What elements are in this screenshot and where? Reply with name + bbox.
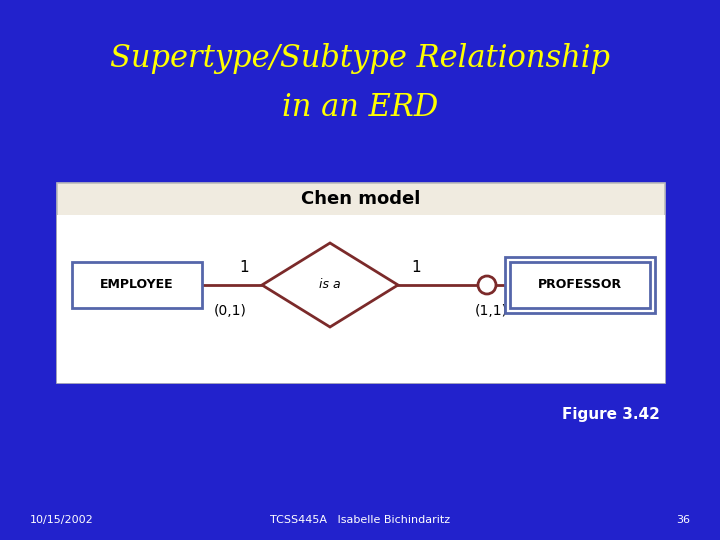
FancyBboxPatch shape [510, 262, 650, 308]
Text: 1: 1 [411, 260, 420, 274]
FancyBboxPatch shape [57, 215, 665, 383]
FancyBboxPatch shape [505, 257, 655, 313]
Text: 36: 36 [676, 515, 690, 525]
Text: PROFESSOR: PROFESSOR [538, 279, 622, 292]
Circle shape [478, 276, 496, 294]
Text: Chen model: Chen model [301, 190, 420, 208]
Text: (1,1): (1,1) [474, 304, 508, 318]
Text: Figure 3.42: Figure 3.42 [562, 408, 660, 422]
Text: 10/15/2002: 10/15/2002 [30, 515, 94, 525]
FancyBboxPatch shape [57, 183, 665, 383]
Text: (0,1): (0,1) [214, 304, 246, 318]
Text: 1: 1 [239, 260, 249, 274]
Polygon shape [262, 243, 398, 327]
Text: EMPLOYEE: EMPLOYEE [100, 279, 174, 292]
Text: Supertype/Subtype Relationship: Supertype/Subtype Relationship [110, 43, 610, 73]
FancyBboxPatch shape [72, 262, 202, 308]
Text: TCSS445A   Isabelle Bichindaritz: TCSS445A Isabelle Bichindaritz [270, 515, 450, 525]
Text: is a: is a [319, 279, 341, 292]
Text: in an ERD: in an ERD [282, 92, 438, 124]
